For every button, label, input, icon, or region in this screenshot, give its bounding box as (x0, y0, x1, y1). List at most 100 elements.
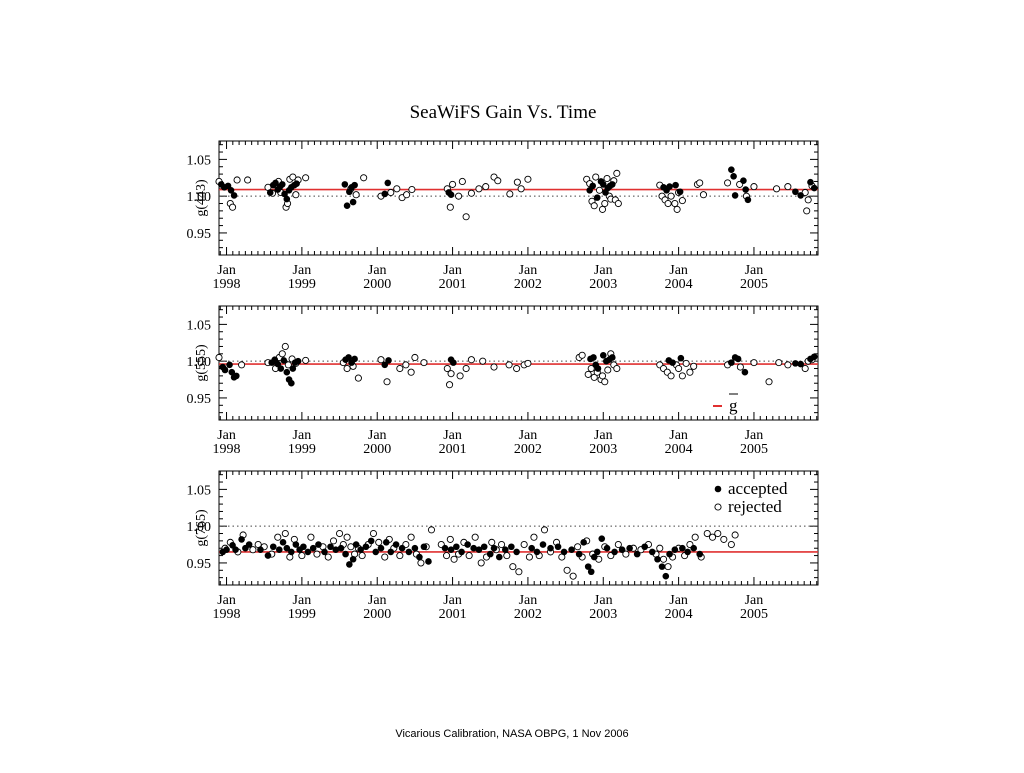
rejected-point (603, 174, 611, 183)
accepted-point (626, 544, 633, 552)
accepted-point (677, 354, 685, 362)
rejected-point (369, 529, 378, 538)
rejected-point (407, 533, 415, 541)
rejected-point (393, 185, 401, 193)
accepted-point (367, 537, 375, 545)
y-tick-label: 1.05 (187, 483, 212, 498)
rejected-point (686, 368, 694, 376)
accepted-point (351, 355, 358, 363)
x-tick-label-month: Jan (745, 428, 764, 443)
rejected-point (673, 205, 681, 213)
y-tick-label: 1.00 (187, 355, 212, 370)
rejected-point (675, 364, 683, 373)
rejected-point (540, 526, 549, 534)
accepted-point (221, 366, 229, 374)
accepted-point (228, 368, 236, 376)
x-tick-label-year: 2004 (665, 607, 693, 622)
rejected-point (524, 359, 532, 367)
accepted-point (458, 548, 465, 556)
accepted-point (490, 544, 498, 552)
accepted-point (740, 177, 747, 185)
accepted-point (321, 548, 328, 556)
accepted-point (593, 194, 601, 201)
accepted-point (283, 368, 291, 376)
rejected-point (377, 356, 385, 364)
plot-frame (218, 470, 819, 586)
accepted-point (480, 543, 488, 551)
accepted-point (405, 548, 413, 556)
rejected-point (509, 563, 517, 571)
x-tick-label-month: Jan (293, 593, 312, 608)
rejected-point (584, 370, 592, 378)
accepted-point (728, 166, 735, 173)
rejected-point (622, 550, 630, 558)
rejected-point (249, 546, 257, 554)
x-tick-label-year: 2000 (363, 607, 391, 622)
accepted-point (684, 548, 691, 556)
rejected-point (284, 361, 292, 369)
accepted-point (398, 544, 406, 552)
accepted-point (387, 548, 395, 556)
accepted-point (447, 546, 455, 553)
accepted-point (450, 359, 457, 366)
x-tick-label-year: 2002 (514, 607, 542, 622)
rejected-point (525, 553, 533, 561)
rejected-point (578, 351, 586, 359)
x-tick-label-year: 2001 (439, 442, 467, 457)
accepted-point (554, 543, 562, 551)
accepted-point (381, 190, 389, 198)
accepted-point (351, 181, 358, 189)
rejected-point (569, 572, 577, 580)
x-tick-label-month: Jan (443, 593, 462, 608)
x-tick-label-year: 2004 (665, 277, 693, 292)
rejected-point (396, 552, 404, 560)
accepted-point (381, 361, 389, 369)
rejected-point (420, 359, 428, 367)
accepted-point (416, 553, 423, 561)
rejected-point (524, 175, 532, 183)
rejected-point (381, 553, 389, 561)
accepted-point (696, 550, 704, 558)
x-tick-label-month: Jan (669, 263, 688, 278)
x-tick-label-year: 1999 (288, 442, 316, 457)
rejected-point (387, 188, 395, 197)
accepted-point (280, 357, 288, 364)
accepted-point (807, 178, 814, 186)
accepted-legend-marker (714, 485, 722, 493)
rejected-point (513, 178, 521, 186)
accepted-point (227, 186, 235, 194)
rejected-point (238, 361, 246, 369)
accepted-point (453, 543, 460, 551)
accepted-point (349, 555, 357, 563)
rejected-point (601, 199, 609, 208)
accepted-point (594, 365, 602, 372)
accepted-point (470, 544, 477, 552)
x-tick-label-month: Jan (519, 593, 538, 608)
rejected-point (446, 203, 454, 211)
rejected-point (604, 366, 612, 374)
accepted-point (372, 548, 380, 556)
accepted-point (342, 550, 349, 558)
accepted-point (293, 180, 300, 187)
y-tick-label: 1.00 (187, 190, 212, 205)
mean-legend: g (713, 393, 738, 415)
rejected-point (682, 359, 690, 367)
x-tick-label-year: 1999 (288, 607, 316, 622)
x-tick-label-year: 2005 (740, 442, 768, 457)
x-tick-label-year: 2005 (740, 607, 768, 622)
x-tick-label-year: 2001 (439, 277, 467, 292)
rejected-point (613, 169, 621, 177)
x-tick-label-year: 2001 (439, 607, 467, 622)
rejected-point (494, 177, 502, 185)
y-tick-label: 0.95 (187, 227, 212, 242)
rejected-point (233, 176, 241, 184)
rejected-point (477, 559, 485, 567)
accepted-point (283, 544, 291, 552)
rejected-point (592, 173, 600, 181)
accepted-legend-label: accepted (728, 479, 788, 498)
rejected-point (750, 359, 758, 367)
rejected-point (784, 361, 792, 369)
rejected-point (458, 177, 466, 186)
rejected-point (488, 538, 496, 546)
accepted-point (797, 360, 804, 368)
